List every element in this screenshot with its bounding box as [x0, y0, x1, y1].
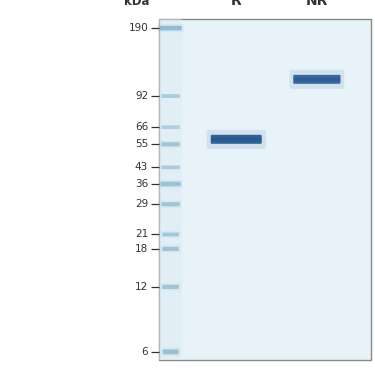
- FancyBboxPatch shape: [161, 94, 180, 98]
- FancyBboxPatch shape: [211, 138, 261, 141]
- FancyBboxPatch shape: [293, 75, 340, 84]
- FancyBboxPatch shape: [160, 26, 182, 30]
- FancyBboxPatch shape: [294, 78, 340, 81]
- FancyBboxPatch shape: [161, 165, 180, 169]
- FancyBboxPatch shape: [157, 24, 184, 32]
- Text: NR: NR: [306, 0, 328, 8]
- FancyBboxPatch shape: [162, 285, 179, 289]
- Text: 12: 12: [135, 282, 148, 292]
- FancyBboxPatch shape: [159, 201, 182, 208]
- Text: 36: 36: [135, 179, 148, 189]
- Bar: [159, 19, 182, 360]
- FancyBboxPatch shape: [161, 347, 180, 356]
- Text: 55: 55: [135, 139, 148, 149]
- Text: 66: 66: [135, 122, 148, 132]
- Text: kDa: kDa: [124, 0, 149, 8]
- FancyBboxPatch shape: [207, 130, 266, 149]
- FancyBboxPatch shape: [211, 135, 262, 144]
- Text: 92: 92: [135, 91, 148, 101]
- Text: 190: 190: [128, 23, 148, 33]
- Text: 18: 18: [135, 244, 148, 254]
- Text: 6: 6: [141, 347, 148, 357]
- FancyBboxPatch shape: [160, 182, 181, 186]
- FancyBboxPatch shape: [161, 125, 180, 129]
- FancyBboxPatch shape: [160, 245, 181, 253]
- Text: R: R: [231, 0, 242, 8]
- FancyBboxPatch shape: [159, 141, 182, 148]
- FancyBboxPatch shape: [290, 70, 344, 89]
- FancyBboxPatch shape: [160, 231, 181, 238]
- FancyBboxPatch shape: [163, 350, 178, 354]
- FancyBboxPatch shape: [160, 283, 181, 291]
- FancyBboxPatch shape: [162, 247, 179, 251]
- Bar: [159, 19, 371, 360]
- FancyBboxPatch shape: [158, 180, 183, 188]
- FancyBboxPatch shape: [162, 232, 179, 236]
- Text: 29: 29: [135, 199, 148, 209]
- FancyBboxPatch shape: [161, 142, 180, 146]
- FancyBboxPatch shape: [161, 202, 180, 206]
- Text: 43: 43: [135, 162, 148, 172]
- Text: 21: 21: [135, 230, 148, 240]
